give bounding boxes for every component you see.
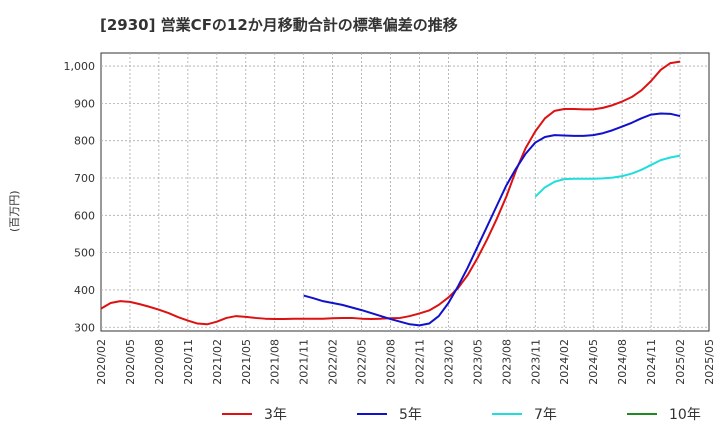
x-tick-label: 2023/02 <box>442 339 455 385</box>
series-line-0 <box>100 60 681 326</box>
x-tick-label: 2021/08 <box>269 339 282 385</box>
x-tick-label: 2020/08 <box>153 339 166 385</box>
y-tick-label: 500 <box>74 247 95 260</box>
x-tick-label: 2025/02 <box>674 339 687 385</box>
plot-area <box>100 52 710 332</box>
x-tick-label: 2021/05 <box>240 339 253 385</box>
legend-label: 3年 <box>264 407 287 423</box>
legend-label: 5年 <box>399 407 422 423</box>
x-tick-label: 2021/11 <box>298 339 311 385</box>
x-tick-label: 2023/05 <box>471 339 484 385</box>
x-tick-label: 2020/02 <box>95 339 108 385</box>
y-tick-label: 400 <box>74 284 95 297</box>
legend-label: 7年 <box>534 407 557 423</box>
y-tick-label: 700 <box>74 172 95 185</box>
x-tick-label: 2024/11 <box>645 339 658 385</box>
x-tick-label: 2024/08 <box>616 339 629 385</box>
x-tick-label: 2022/02 <box>327 339 340 385</box>
y-tick-label: 600 <box>74 209 95 222</box>
x-tick-label: 2024/02 <box>558 339 571 385</box>
legend-label: 10年 <box>669 407 701 423</box>
y-tick-label: 800 <box>74 135 95 148</box>
x-tick-label: 2020/05 <box>124 339 137 385</box>
x-tick-label: 2022/05 <box>356 339 369 385</box>
x-tick-label: 2023/08 <box>500 339 513 385</box>
y-tick-label: 1,000 <box>64 60 96 73</box>
x-tick-label: 2024/05 <box>587 339 600 385</box>
x-tick-label: 2022/08 <box>385 339 398 385</box>
x-tick-label: 2023/11 <box>529 339 542 385</box>
chart-title: [2930] 営業CFの12か月移動合計の標準偏差の推移 <box>100 16 458 34</box>
x-tick-label: 2022/11 <box>413 339 426 385</box>
x-tick-label: 2021/02 <box>211 339 224 385</box>
series-line-1 <box>303 112 681 327</box>
y-tick-label: 300 <box>74 321 95 334</box>
x-tick-label: 2025/05 <box>703 339 716 385</box>
y-tick-label: 900 <box>74 97 95 110</box>
x-tick-label: 2020/11 <box>182 339 195 385</box>
series-line-2 <box>534 154 681 198</box>
